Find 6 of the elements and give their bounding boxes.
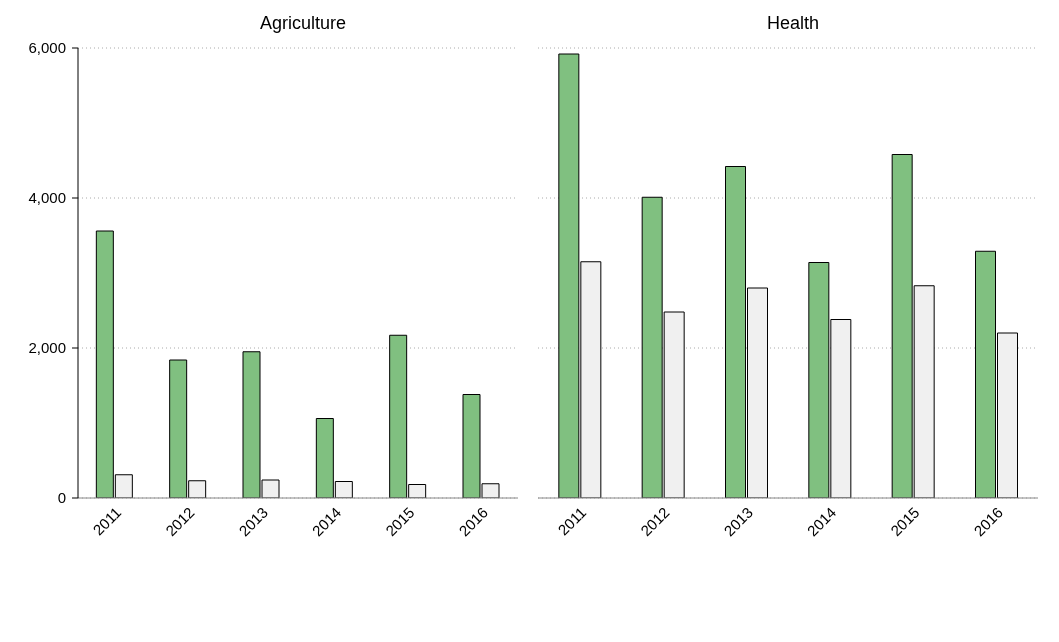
chart-title: Agriculture [258, 12, 347, 35]
y-tick-label: 6,000 [28, 39, 66, 56]
y-tick-label: 2,000 [28, 339, 66, 356]
y-tick-label: 0 [57, 489, 66, 506]
y-tick-label: 4,000 [28, 189, 66, 206]
chart-title: Health [766, 12, 820, 35]
